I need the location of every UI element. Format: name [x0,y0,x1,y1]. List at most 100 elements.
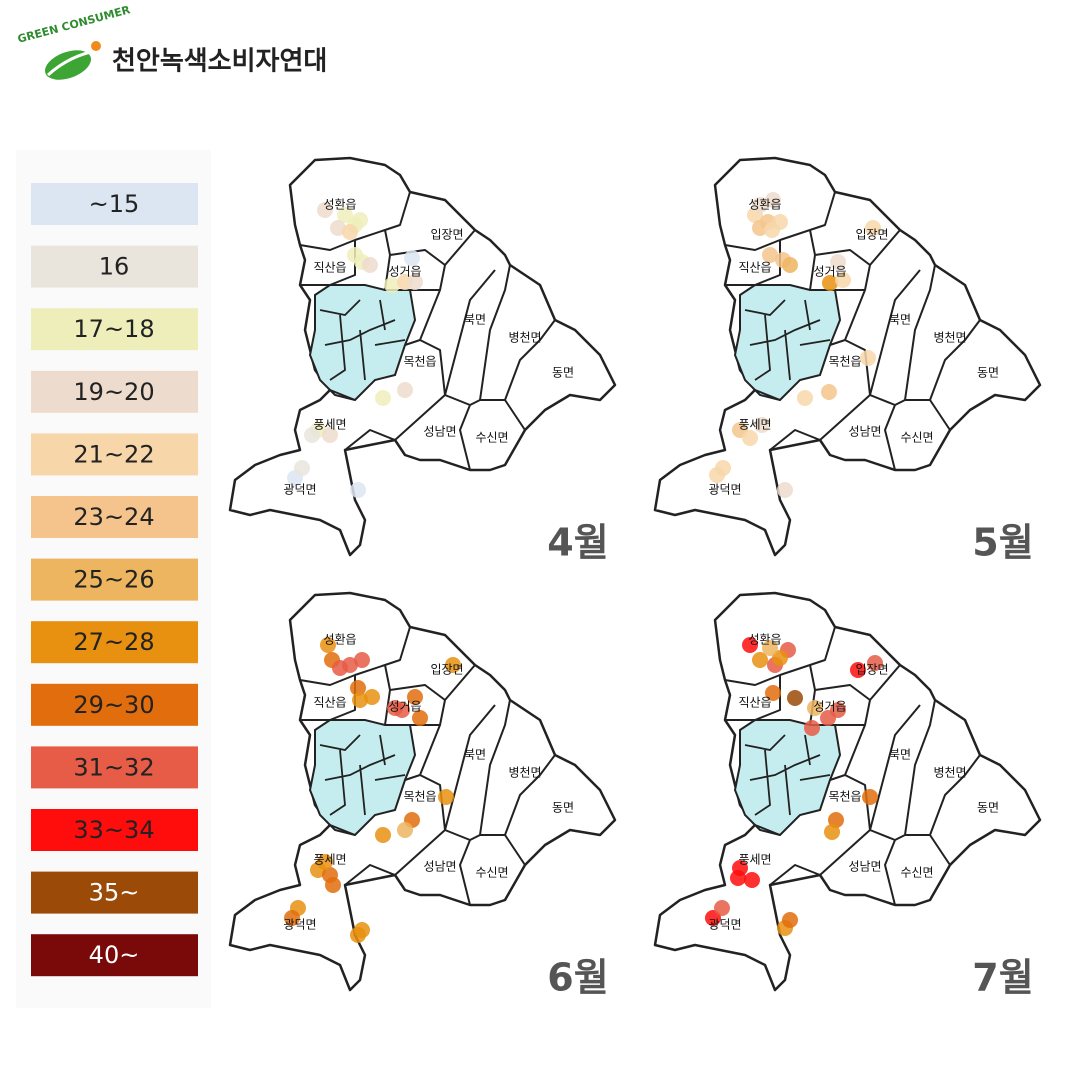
legend-swatch [31,496,198,538]
temperature-dot [860,350,876,366]
temperature-dot [284,910,300,926]
district-label: 입장면 [855,228,888,242]
temperature-dot [342,224,358,240]
district-label: 풍세면 [738,853,771,867]
temperature-dot [835,272,851,288]
district-label: 성환읍 [748,633,781,647]
temperature-dot [375,390,391,406]
temperature-dot [782,912,798,928]
district-label: 입장면 [430,228,463,242]
temperature-dot [715,460,731,476]
legend-label: 23~24 [73,503,154,531]
month-label: 7월 [972,956,1033,1000]
legend-swatch [31,934,198,977]
temperature-dot [352,212,368,228]
temperature-dot [317,202,333,218]
district-label: 북면 [889,313,911,327]
temperature-dot [397,822,413,838]
legend-swatch [31,183,198,225]
temperature-dot [821,384,837,400]
district-label: 북면 [889,748,911,762]
district-label: 북면 [464,313,486,327]
month-label: 6월 [547,956,608,1000]
district-label: 동면 [552,366,574,380]
temperature-dot [830,254,846,270]
temperature-dot [407,274,423,290]
temperature-dot [830,702,846,718]
temperature-dot [765,685,781,701]
temperature-dot [352,692,368,708]
temperature-dot [350,680,366,696]
district-label: 성거읍 [388,265,421,279]
legend-label: 27~28 [73,628,154,656]
month-label: 4월 [547,521,608,565]
temperature-dot [742,637,758,653]
district-label: 성환읍 [323,198,356,212]
legend-label: 31~32 [73,753,154,781]
temperature-dot [332,660,348,676]
district-label: 직산읍 [738,261,771,275]
district-label: 성거읍 [813,700,846,714]
logo-text: GREEN CONSUMER [16,3,132,46]
legend-label: ~15 [89,190,140,218]
district-label: 광덕면 [283,483,316,497]
district-label: 동면 [552,801,574,815]
temperature-dot [322,427,338,443]
district-label: 수신면 [475,866,508,880]
district-label: 광덕면 [283,918,316,932]
district-label: 병천면 [933,330,966,345]
temperature-dot [744,872,760,888]
legend-label: 25~26 [73,566,154,594]
district-label: 풍세면 [738,418,771,432]
temperature-dot [867,655,883,671]
district-label: 성남면 [423,425,456,439]
district-label: 병천면 [508,765,541,780]
temperature-dot [764,222,780,238]
legend-label: 29~30 [73,691,154,719]
temperature-dot [387,700,403,716]
district-label: 병천면 [933,765,966,780]
temperature-dot [752,220,768,236]
temperature-dot [320,637,336,653]
temperature-dot [762,640,778,656]
district-label: 광덕면 [708,918,741,932]
district-label: 입장면 [855,663,888,677]
title: 천안녹색소비자연대 [112,47,327,77]
temperature-dot [804,720,820,736]
district-label: 성남면 [423,860,456,874]
temperature-dot [752,197,768,213]
legend-swatch [31,433,198,476]
district-label: 목천읍 [403,789,436,804]
temperature-dot [862,789,878,805]
temperature-dot [822,275,838,291]
temperature-dot [714,900,730,916]
district-label: 입장면 [430,663,463,677]
logo-dot [91,41,101,51]
legend-label: 17~18 [73,315,154,343]
district-label: 성남면 [848,425,881,439]
temperature-dot [350,927,366,943]
logo-leaf [45,50,91,80]
district-label: 북면 [464,748,486,762]
logo-stem [46,48,101,77]
district-label: 목천읍 [403,354,436,369]
district-label: 직산읍 [313,261,346,275]
temperature-dot [364,689,380,705]
temperature-dot [754,417,770,433]
legend-swatch [31,558,198,601]
district-label: 직산읍 [313,696,346,710]
district-label: 성남면 [848,860,881,874]
temperature-dot [765,192,781,208]
district-label: 성환읍 [323,633,356,647]
district-label: 수신면 [900,866,933,880]
legend-swatch [31,683,198,726]
temperature-dot [350,482,366,498]
district-label: 성환읍 [748,198,781,212]
district-label: 동면 [977,801,999,815]
temperature-dot [294,460,310,476]
legend-swatch [31,370,198,413]
legend-swatch [31,308,198,351]
